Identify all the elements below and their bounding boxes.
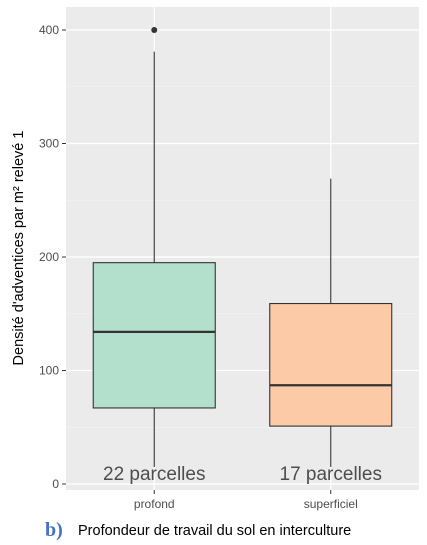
y-tick-label: 0 bbox=[52, 477, 59, 491]
box-layer: 22 parcelles 17 parcelles bbox=[92, 27, 393, 485]
count-label: 17 parcelles bbox=[280, 464, 382, 485]
y-tick-label: 300 bbox=[39, 137, 59, 151]
x-axis-title: Profondeur de travail du sol en intercul… bbox=[78, 523, 351, 539]
count-label: 22 parcelles bbox=[103, 464, 205, 485]
x-tick-label: profond bbox=[134, 497, 175, 511]
axis-layer: 0 100 200 300 400 profond superficiel bbox=[39, 23, 358, 511]
y-axis-title: Densité d'adventices par m² relevé 1 bbox=[11, 131, 27, 366]
x-tick-label: superficiel bbox=[304, 497, 358, 511]
panel-letter: b) bbox=[45, 519, 63, 541]
outlier-point bbox=[151, 27, 158, 33]
box-superficiel bbox=[269, 302, 393, 427]
y-tick-label: 100 bbox=[39, 364, 59, 378]
box-profond bbox=[92, 262, 216, 409]
y-tick-label: 200 bbox=[39, 250, 59, 264]
y-tick-label: 400 bbox=[39, 23, 59, 37]
